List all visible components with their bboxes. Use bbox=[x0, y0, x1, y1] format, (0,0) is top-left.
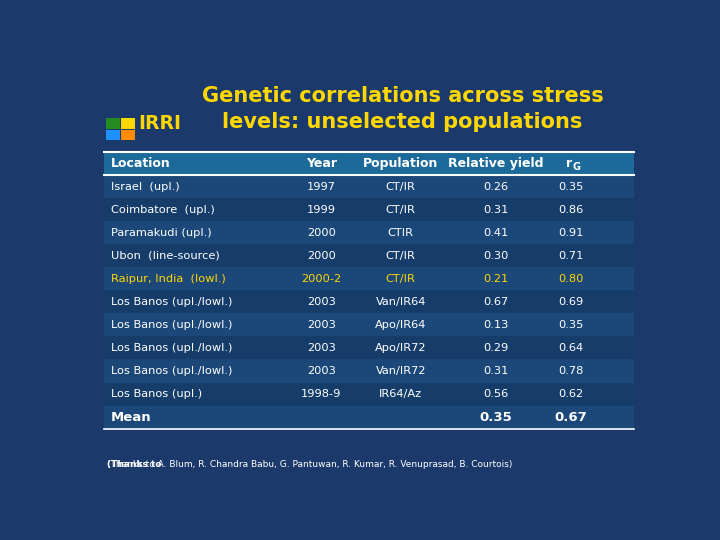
Text: 1999: 1999 bbox=[307, 205, 336, 215]
Text: 0.69: 0.69 bbox=[558, 297, 583, 307]
Bar bbox=[104, 313, 634, 336]
Text: 0.35: 0.35 bbox=[480, 410, 513, 423]
Bar bbox=[104, 221, 634, 244]
Text: 2003: 2003 bbox=[307, 320, 336, 330]
Bar bbox=[121, 130, 135, 140]
Text: 0.86: 0.86 bbox=[558, 205, 583, 215]
Text: r: r bbox=[566, 157, 572, 170]
Text: (Thanks to: (Thanks to bbox=[107, 460, 161, 469]
Bar bbox=[104, 360, 634, 382]
Bar bbox=[104, 198, 634, 221]
Text: 0.31: 0.31 bbox=[484, 205, 509, 215]
Text: Van/IR72: Van/IR72 bbox=[376, 366, 426, 376]
Text: G: G bbox=[572, 163, 580, 172]
Text: Israel  (upl.): Israel (upl.) bbox=[111, 181, 179, 192]
Text: 2000: 2000 bbox=[307, 228, 336, 238]
Text: 0.31: 0.31 bbox=[484, 366, 509, 376]
Text: 2003: 2003 bbox=[307, 343, 336, 353]
Text: CT/IR: CT/IR bbox=[386, 181, 415, 192]
Text: Los Banos (upl./lowl.): Los Banos (upl./lowl.) bbox=[111, 320, 232, 330]
Text: 0.67: 0.67 bbox=[554, 410, 587, 423]
Text: 0.29: 0.29 bbox=[484, 343, 509, 353]
Text: 2003: 2003 bbox=[307, 366, 336, 376]
Text: Paramakudi (upl.): Paramakudi (upl.) bbox=[111, 228, 211, 238]
Bar bbox=[106, 118, 120, 129]
Text: 0.30: 0.30 bbox=[484, 251, 509, 261]
Text: 2003: 2003 bbox=[307, 297, 336, 307]
Bar bbox=[104, 152, 634, 175]
Text: 0.67: 0.67 bbox=[484, 297, 509, 307]
Text: IRRI: IRRI bbox=[138, 114, 181, 133]
Text: CT/IR: CT/IR bbox=[386, 274, 415, 284]
Bar bbox=[104, 267, 634, 291]
Text: Van/IR64: Van/IR64 bbox=[376, 297, 426, 307]
Text: 0.21: 0.21 bbox=[484, 274, 509, 284]
Text: 0.80: 0.80 bbox=[558, 274, 583, 284]
Text: CTIR: CTIR bbox=[388, 228, 414, 238]
Text: Mean: Mean bbox=[111, 410, 151, 423]
Bar bbox=[106, 130, 120, 140]
Text: Location: Location bbox=[111, 157, 171, 170]
Text: CT/IR: CT/IR bbox=[386, 205, 415, 215]
Text: 1998-9: 1998-9 bbox=[301, 389, 341, 399]
Text: Los Banos (upl.): Los Banos (upl.) bbox=[111, 389, 202, 399]
Bar bbox=[104, 336, 634, 360]
Text: 1997: 1997 bbox=[307, 181, 336, 192]
Bar bbox=[121, 118, 135, 129]
Text: Genetic correlations across stress: Genetic correlations across stress bbox=[202, 86, 603, 106]
Text: 0.91: 0.91 bbox=[558, 228, 583, 238]
Text: Population: Population bbox=[363, 157, 438, 170]
Text: 0.64: 0.64 bbox=[558, 343, 583, 353]
Text: Los Banos (upl./lowl.): Los Banos (upl./lowl.) bbox=[111, 366, 232, 376]
Text: Ubon  (line-source): Ubon (line-source) bbox=[111, 251, 220, 261]
Text: CT/IR: CT/IR bbox=[386, 251, 415, 261]
Text: 0.35: 0.35 bbox=[558, 320, 583, 330]
Bar bbox=[104, 406, 634, 429]
Text: Los Banos (upl./lowl.): Los Banos (upl./lowl.) bbox=[111, 343, 232, 353]
Text: IR64/Az: IR64/Az bbox=[379, 389, 423, 399]
Text: 0.26: 0.26 bbox=[484, 181, 509, 192]
Text: 0.35: 0.35 bbox=[558, 181, 583, 192]
Text: 0.13: 0.13 bbox=[484, 320, 509, 330]
Text: (Thanks to A. Blum, R. Chandra Babu, G. Pantuwan, R. Kumar, R. Venuprasad, B. Co: (Thanks to A. Blum, R. Chandra Babu, G. … bbox=[107, 460, 512, 469]
Text: 0.56: 0.56 bbox=[484, 389, 509, 399]
Text: 0.41: 0.41 bbox=[484, 228, 509, 238]
Text: Coimbatore  (upl.): Coimbatore (upl.) bbox=[111, 205, 215, 215]
Text: Los Banos (upl./lowl.): Los Banos (upl./lowl.) bbox=[111, 297, 232, 307]
Text: 2000: 2000 bbox=[307, 251, 336, 261]
Text: levels: unselected populations: levels: unselected populations bbox=[222, 112, 582, 132]
Bar bbox=[104, 175, 634, 198]
Text: Year: Year bbox=[306, 157, 337, 170]
Bar bbox=[104, 291, 634, 313]
Text: Raipur, India  (lowl.): Raipur, India (lowl.) bbox=[111, 274, 225, 284]
Bar bbox=[104, 382, 634, 406]
Text: Apo/IR72: Apo/IR72 bbox=[375, 343, 426, 353]
Text: Apo/IR64: Apo/IR64 bbox=[375, 320, 426, 330]
Text: 0.78: 0.78 bbox=[558, 366, 583, 376]
Text: 0.62: 0.62 bbox=[558, 389, 583, 399]
Text: Relative yield: Relative yield bbox=[449, 157, 544, 170]
Bar bbox=[104, 244, 634, 267]
Text: 0.71: 0.71 bbox=[558, 251, 583, 261]
Text: 2000-2: 2000-2 bbox=[301, 274, 341, 284]
